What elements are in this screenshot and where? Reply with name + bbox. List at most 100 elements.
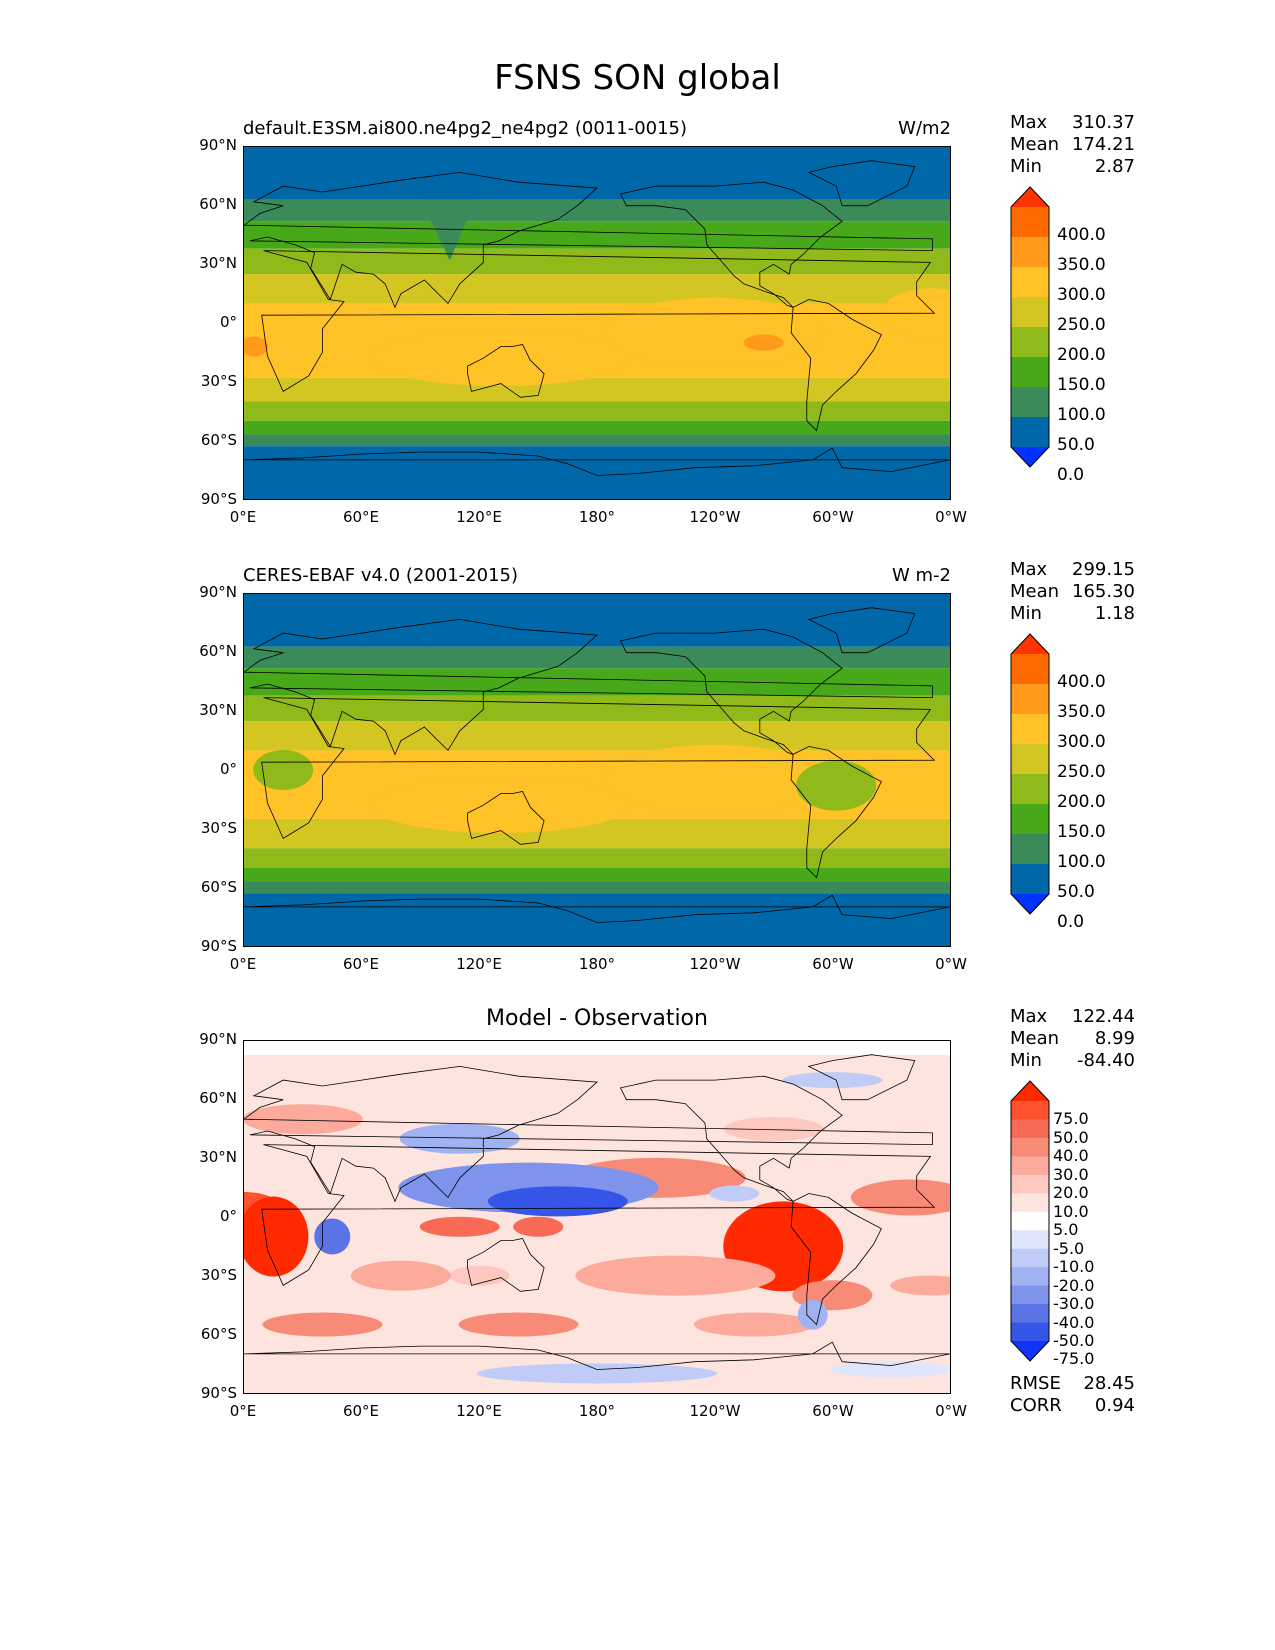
panel-1-cb-bin bbox=[1011, 387, 1049, 418]
panel-1-cb-extend-max bbox=[1011, 187, 1049, 207]
panel-2-stat-name: Mean bbox=[1010, 581, 1060, 602]
panel-3-pos-so-140e bbox=[458, 1312, 579, 1337]
panel-2-stat-name: Max bbox=[1010, 559, 1048, 580]
panel-3-cb-tick: -40.0 bbox=[1053, 1312, 1095, 1332]
panel-1-lon-label: 60°E bbox=[342, 508, 380, 526]
panel-3-cb-tick: -50.0 bbox=[1053, 1331, 1095, 1350]
panel-2-cb-tick: 350.0 bbox=[1057, 702, 1106, 722]
panel-3-error-row: RMSE 28.45 bbox=[1010, 1373, 1135, 1395]
panel-3-coast-eurasia bbox=[244, 1065, 933, 1203]
panel-2-cb-tick: 100.0 bbox=[1057, 852, 1106, 872]
panel-1-lat-label: 60°S bbox=[200, 431, 237, 449]
panel-1-band-9 bbox=[244, 434, 950, 447]
panel-2-cb-tick: 50.0 bbox=[1057, 882, 1095, 902]
panel-3-lat-label: 0° bbox=[219, 1207, 237, 1225]
panel-3-pos-so-100w bbox=[693, 1312, 814, 1337]
panel-2-cb-bin bbox=[1011, 804, 1049, 835]
panel-3-neg-patagonia bbox=[797, 1299, 828, 1330]
panel-1-cb-tick: 0.0 bbox=[1057, 465, 1085, 485]
panel-2-lat-label: 0° bbox=[219, 760, 237, 778]
panel-3-pos-s-atlantic bbox=[890, 1275, 950, 1296]
panel-3-neg-wpac-core bbox=[487, 1186, 628, 1217]
panel-3-cb-outline bbox=[1010, 1080, 1050, 1362]
panel-3-pos-spac-sub bbox=[575, 1255, 776, 1296]
panel-3-stat-name: Max bbox=[1010, 1006, 1048, 1027]
panel-2-coast-samerica bbox=[790, 746, 882, 879]
panel-1-coast-eurasia bbox=[244, 171, 933, 309]
panel-3-cb-bin bbox=[1011, 1137, 1049, 1157]
panel-3-neg-madagascar bbox=[314, 1218, 351, 1255]
panel-1-cb-tick: 300.0 bbox=[1057, 285, 1106, 305]
panel-2-cb-tick: 250.0 bbox=[1057, 762, 1106, 782]
panel-3-cb-bin bbox=[1011, 1101, 1049, 1120]
panel-3-neg-antarctic bbox=[477, 1363, 717, 1384]
panel-3-lon-label: 120°W bbox=[689, 1402, 741, 1420]
panel-2-units: W m-2 bbox=[891, 565, 951, 586]
panel-1-stat-value: 2.87 bbox=[1094, 156, 1135, 177]
panel-3-pos-maritime bbox=[419, 1216, 500, 1237]
panel-1-lat-label: 30°N bbox=[199, 254, 237, 272]
panel-2-cb-tick: 150.0 bbox=[1057, 822, 1106, 842]
panel-1-colorbar bbox=[1010, 186, 1050, 468]
panel-1-stat-value: 310.37 bbox=[1072, 112, 1135, 133]
panel-2-cb-bin bbox=[1011, 864, 1049, 895]
panel-3-lon-label: 60°W bbox=[812, 1402, 854, 1420]
panel-1-siberia-patch bbox=[420, 199, 476, 261]
panel-3-cb-bin bbox=[1011, 1211, 1049, 1231]
panel-2-band-3 bbox=[244, 695, 950, 722]
panel-2-cb-extend-max bbox=[1011, 634, 1049, 654]
panel-3-cb-tick: 50.0 bbox=[1053, 1127, 1089, 1147]
panel-1-colorbar-wrap bbox=[1010, 186, 1050, 472]
panel-2-cb-bin bbox=[1011, 654, 1049, 685]
panel-3-coast-samerica bbox=[790, 1193, 882, 1326]
panel-1-warm-patch-pacific bbox=[604, 297, 825, 368]
panel-1-lat-label: 90°N bbox=[199, 136, 237, 154]
panel-1-lon-label: 120°E bbox=[456, 508, 502, 526]
panel-2-stat-name: Min bbox=[1010, 603, 1042, 624]
panel-2-label: CERES-EBAF v4.0 (2001-2015) bbox=[243, 565, 519, 586]
panel-1-coast-greenland bbox=[807, 160, 916, 207]
panel-2-lon-label: 120°W bbox=[689, 955, 741, 973]
panel-3-top-white bbox=[244, 1041, 950, 1056]
panel-1-stat-row: Mean 174.21 bbox=[1010, 134, 1135, 156]
panel-2-band-10 bbox=[244, 893, 950, 946]
panel-2-congo-patch bbox=[253, 750, 314, 790]
panel-3-background bbox=[244, 1041, 950, 1393]
panel-3-neg-weddell bbox=[831, 1361, 950, 1378]
panel-2-band-0 bbox=[244, 594, 950, 647]
panel-1-hot-spot-atlantic bbox=[244, 336, 268, 357]
panel-3-lon-label: 60°E bbox=[342, 1402, 380, 1420]
panel-2-cb-bin bbox=[1011, 714, 1049, 745]
panel-3-cb-bin bbox=[1011, 1285, 1049, 1305]
panel-1-hot-spot bbox=[743, 334, 784, 351]
panel-2-band-8 bbox=[244, 867, 950, 882]
panel-2-stat-row: Max 299.15 bbox=[1010, 559, 1135, 581]
panel-3-cb-tick: -10.0 bbox=[1053, 1257, 1095, 1277]
panel-3-cb-tick: -20.0 bbox=[1053, 1275, 1095, 1295]
panel-2-cb-bin bbox=[1011, 684, 1049, 715]
panel-3-pos-indian-south bbox=[350, 1260, 451, 1291]
panel-2-cb-tick: 200.0 bbox=[1057, 792, 1106, 812]
panel-3-coast-greenland bbox=[807, 1054, 916, 1101]
panel-1-cb-tick: 50.0 bbox=[1057, 435, 1095, 455]
panel-3-map bbox=[243, 1040, 951, 1394]
panel-2-lon-label: 0°E bbox=[229, 955, 257, 973]
panel-1-stat-name: Min bbox=[1010, 156, 1042, 177]
panel-3-pos-australia bbox=[449, 1265, 510, 1286]
panel-3-coast-antarctica bbox=[244, 1341, 950, 1370]
panel-1-band-4 bbox=[244, 274, 950, 304]
panel-3-stat-name: Min bbox=[1010, 1050, 1042, 1071]
panel-3-cb-tick: 75.0 bbox=[1053, 1109, 1089, 1129]
panel-1-band-3 bbox=[244, 248, 950, 275]
panel-1-coast-africa bbox=[261, 250, 936, 392]
panel-3-pos-atlantic-trop bbox=[850, 1179, 950, 1216]
panel-1-coast-samerica bbox=[790, 299, 882, 432]
panel-3-pos-europe bbox=[244, 1104, 363, 1135]
panel-2-band-7 bbox=[244, 848, 950, 868]
panel-1-cb-bin bbox=[1011, 297, 1049, 328]
panel-1-stat-row: Min 2.87 bbox=[1010, 156, 1135, 178]
panel-3-coast-namerica bbox=[619, 1075, 843, 1202]
panel-3-cb-tick: 20.0 bbox=[1053, 1183, 1089, 1203]
panel-3-stat-value: -84.40 bbox=[1076, 1050, 1135, 1071]
panel-3-pos-so-60e bbox=[262, 1312, 383, 1337]
